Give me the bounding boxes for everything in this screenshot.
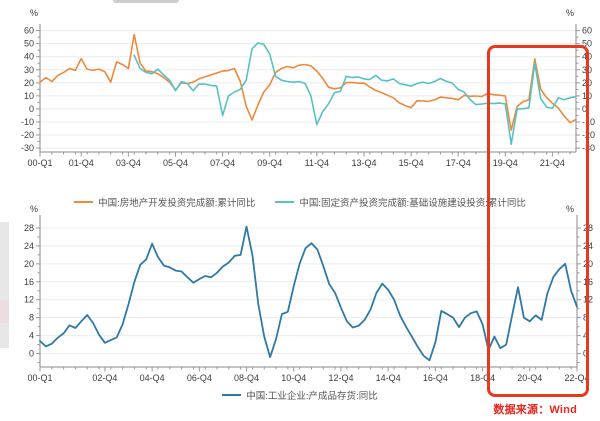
legend-label-inventory: 中国:工业企业:产成品存货:同比	[246, 391, 378, 402]
x-axis-label: 05-Q4	[163, 158, 188, 168]
top-chart-legend: 中国:房地产开发投资完成额:累计同比 中国:固定资产投资完成额:基础设施建设投资…	[0, 195, 600, 209]
x-axis-label: 04-Q4	[140, 373, 165, 383]
y-axis-label: -10	[21, 117, 34, 127]
y-axis-label: 20	[24, 78, 34, 88]
cropped-ui-fragment-left	[0, 222, 9, 300]
x-axis-label: 15-Q4	[399, 158, 424, 168]
y-axis-label: 8	[29, 313, 34, 323]
series-line-inventory	[39, 225, 578, 362]
y-axis-label: 0	[29, 104, 34, 114]
y-axis-label: 16	[24, 277, 34, 287]
cropped-ui-fragment-left	[0, 300, 9, 323]
legend-item-real-estate: 中国:房地产开发投资完成额:累计同比	[74, 195, 255, 209]
y-axis-label: 0	[582, 104, 587, 114]
y-axis-label: 12	[24, 295, 34, 305]
y-axis-label: 16	[583, 277, 593, 287]
y-axis-label: 40	[24, 52, 34, 62]
y-axis-label: 60	[582, 26, 592, 36]
x-axis-label: 08-Q4	[234, 373, 259, 383]
y-axis-label: 30	[24, 65, 34, 75]
x-axis-label: 00-Q1	[27, 373, 52, 383]
x-axis-label: 10-Q4	[281, 373, 306, 383]
y-axis-label: -30	[21, 143, 34, 153]
bottom-chart-right-axis-unit: %	[566, 204, 575, 214]
y-axis-label: 10	[24, 91, 34, 101]
y-axis-label: 4	[29, 331, 34, 341]
bottom-chart-legend: 中国:工业企业:产成品存货:同比	[0, 388, 600, 402]
x-axis-label: 01-Q4	[69, 158, 94, 168]
y-axis-label: 50	[582, 39, 592, 49]
y-axis-label: -20	[582, 130, 595, 140]
real-estate-line-swatch	[74, 201, 94, 203]
y-axis-label: 60	[24, 26, 34, 36]
series-line-infrastructure	[133, 42, 577, 145]
y-axis-label: 50	[24, 39, 34, 49]
y-axis-label: 24	[24, 241, 34, 251]
legend-item-infrastructure: 中国:固定资产投资完成额:基础设施建设投资:累计同比	[275, 195, 526, 209]
y-axis-label: 10	[582, 91, 592, 101]
legend-label-infrastructure: 中国:固定资产投资完成额:基础设施建设投资:累计同比	[299, 198, 526, 209]
y-axis-label: 20	[24, 259, 34, 269]
x-axis-label: 03-Q4	[116, 158, 141, 168]
x-axis-label: 02-Q4	[92, 373, 117, 383]
x-axis-label: 14-Q4	[376, 373, 401, 383]
legend-item-inventory: 中国:工业企业:产成品存货:同比	[222, 388, 378, 402]
x-axis-label: 00-Q1	[27, 158, 52, 168]
y-axis-label: 8	[583, 313, 588, 323]
x-axis-label: 12-Q4	[328, 373, 353, 383]
y-axis-label: -30	[582, 143, 595, 153]
y-axis-label: -20	[21, 130, 34, 140]
inventory-line-swatch	[222, 394, 242, 396]
x-axis-label: 22-Q4	[564, 373, 589, 383]
x-axis-label: 16-Q4	[423, 373, 448, 383]
y-axis-label: 12	[583, 295, 593, 305]
x-axis-label: 20-Q4	[517, 373, 542, 383]
series-line-real_estate	[39, 33, 577, 131]
x-axis-label: 18-Q4	[470, 373, 495, 383]
bottom-chart-left-axis-unit: %	[30, 204, 39, 214]
x-axis-label: 13-Q4	[351, 158, 376, 168]
x-axis-label: 21-Q4	[540, 158, 565, 168]
y-axis-label: 20	[583, 259, 593, 269]
y-axis-label: 0	[29, 349, 34, 359]
legend-label-real-estate: 中国:房地产开发投资完成额:累计同比	[98, 198, 256, 209]
x-axis-label: 17-Q4	[446, 158, 471, 168]
x-axis-label: 07-Q4	[210, 158, 235, 168]
x-axis-label: 06-Q4	[187, 373, 212, 383]
y-axis-label: 0	[583, 349, 588, 359]
y-axis-label: 28	[24, 223, 34, 233]
data-source-note: 数据来源：Wind	[493, 404, 577, 416]
x-axis-label: 11-Q4	[305, 158, 329, 168]
top-chart-right-axis-unit: %	[566, 8, 575, 18]
x-axis-label: 19-Q4	[493, 158, 518, 168]
top-chart-left-axis-unit: %	[30, 8, 39, 18]
y-axis-label: 30	[582, 65, 592, 75]
y-axis-label: 4	[583, 331, 588, 341]
cropped-ui-fragment-left	[0, 323, 9, 348]
y-axis-label: 24	[583, 241, 593, 251]
y-axis-label: 28	[583, 223, 593, 233]
infrastructure-line-swatch	[275, 201, 295, 203]
y-axis-label: 40	[582, 52, 592, 62]
y-axis-label: 20	[582, 78, 592, 88]
cropped-ui-fragment-top	[113, 0, 179, 3]
y-axis-label: -10	[582, 117, 595, 127]
x-axis-label: 09-Q4	[257, 158, 282, 168]
